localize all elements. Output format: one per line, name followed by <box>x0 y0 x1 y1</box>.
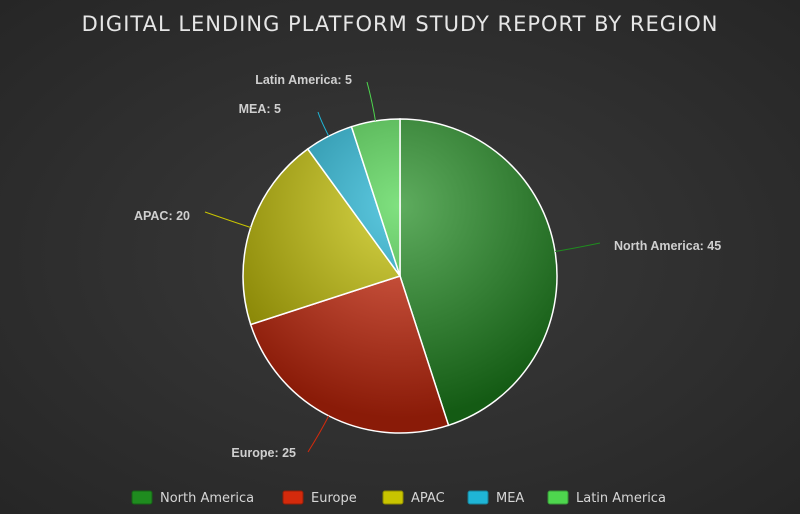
leader-line-mea <box>317 111 330 137</box>
leader-line-apac <box>204 211 251 228</box>
data-label-latin-america: Latin America: 5 <box>255 73 352 87</box>
pie-slices <box>242 118 558 434</box>
legend-label-latin-america: Latin America <box>576 491 666 506</box>
leader-line-latin-america <box>366 81 376 122</box>
legend-swatch-latin-america <box>547 490 569 505</box>
legend-item-north-america[interactable]: North America <box>131 490 254 506</box>
data-label-apac: APAC: 20 <box>134 209 190 223</box>
legend-swatch-mea <box>467 490 489 505</box>
legend-swatch-apac <box>382 490 404 505</box>
legend-label-apac: APAC <box>411 491 445 506</box>
legend-swatch-north-america <box>131 490 153 505</box>
legend-label-north-america: North America <box>160 491 254 506</box>
data-labels: North America: 45 Europe: 25 APAC: 20 MEA: … <box>134 73 721 460</box>
leader-line-europe <box>307 415 330 453</box>
pie-slice-latin-america[interactable] <box>350 118 401 277</box>
data-label-north-america: North America: 45 <box>614 239 721 253</box>
legend: North America Europe APAC MEA Latin America <box>131 490 666 506</box>
legend-item-mea[interactable]: MEA <box>467 490 524 506</box>
legend-swatch-europe <box>282 490 304 505</box>
pie-slice-north-america[interactable] <box>399 118 558 427</box>
label-leader-lines <box>204 81 601 453</box>
data-label-europe: Europe: 25 <box>231 446 296 460</box>
legend-label-mea: MEA <box>496 491 524 506</box>
legend-item-latin-america[interactable]: Latin America <box>547 490 666 506</box>
data-label-mea: MEA: 5 <box>239 102 281 116</box>
legend-label-europe: Europe <box>311 491 357 506</box>
chart-title: DIGITAL LENDING PLATFORM STUDY REPORT BY… <box>82 12 719 36</box>
legend-item-apac[interactable]: APAC <box>382 490 445 506</box>
legend-item-europe[interactable]: Europe <box>282 490 357 506</box>
leader-line-north-america <box>554 242 601 252</box>
pie-slice-apac[interactable] <box>242 147 402 326</box>
